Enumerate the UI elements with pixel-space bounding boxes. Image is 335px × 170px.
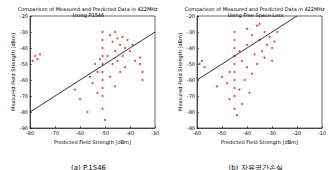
svg-text:-40: -40 — [20, 45, 28, 51]
svg-text:Using Free Space Loss: Using Free Space Loss — [228, 12, 284, 19]
svg-text:-90: -90 — [186, 125, 195, 131]
svg-text:-60: -60 — [193, 130, 201, 136]
svg-text:-50: -50 — [20, 61, 28, 67]
svg-text:-20: -20 — [293, 130, 301, 136]
svg-text:-50: -50 — [187, 61, 195, 67]
svg-text:Comparison of Measured and Pre: Comparison of Measured and Predicted Dat… — [184, 6, 327, 12]
svg-text:-40: -40 — [126, 130, 134, 136]
svg-text:-80: -80 — [26, 130, 34, 136]
svg-text:-40: -40 — [243, 130, 251, 136]
svg-text:-80: -80 — [187, 109, 195, 115]
svg-text:-30: -30 — [151, 130, 159, 136]
svg-text:-30: -30 — [20, 29, 28, 35]
svg-text:Predicted Field Strength [dBm]: Predicted Field Strength [dBm] — [221, 139, 298, 146]
svg-text:Measured Field Strength [dBm]: Measured Field Strength [dBm] — [10, 33, 17, 111]
svg-text:-70: -70 — [20, 93, 28, 99]
svg-text:Comparison of Measured and Pre: Comparison of Measured and Predicted Dat… — [17, 6, 160, 12]
svg-text:-10: -10 — [318, 130, 326, 136]
svg-text:-20: -20 — [20, 13, 28, 19]
svg-text:Measured Field Strength [dBm]: Measured Field Strength [dBm] — [177, 33, 184, 111]
svg-text:-30: -30 — [268, 130, 276, 136]
svg-text:-40: -40 — [187, 45, 195, 51]
svg-text:Predicted Field Strength [dBm]: Predicted Field Strength [dBm] — [54, 139, 131, 146]
svg-text:-30: -30 — [187, 29, 195, 35]
svg-text:(a) P.1546: (a) P.1546 — [71, 164, 107, 170]
svg-text:-70: -70 — [187, 93, 195, 99]
svg-text:-70: -70 — [51, 130, 59, 136]
svg-text:-50: -50 — [218, 130, 226, 136]
svg-text:Using P1546: Using P1546 — [73, 12, 104, 19]
svg-text:-20: -20 — [187, 13, 195, 19]
svg-text:-60: -60 — [187, 77, 195, 83]
svg-text:-60: -60 — [20, 77, 28, 83]
svg-text:-80: -80 — [20, 109, 28, 115]
svg-text:-50: -50 — [101, 130, 109, 136]
svg-text:-60: -60 — [76, 130, 84, 136]
svg-text:(b) 자유공간손실: (b) 자유공간손실 — [228, 164, 282, 170]
svg-text:-90: -90 — [19, 125, 28, 131]
